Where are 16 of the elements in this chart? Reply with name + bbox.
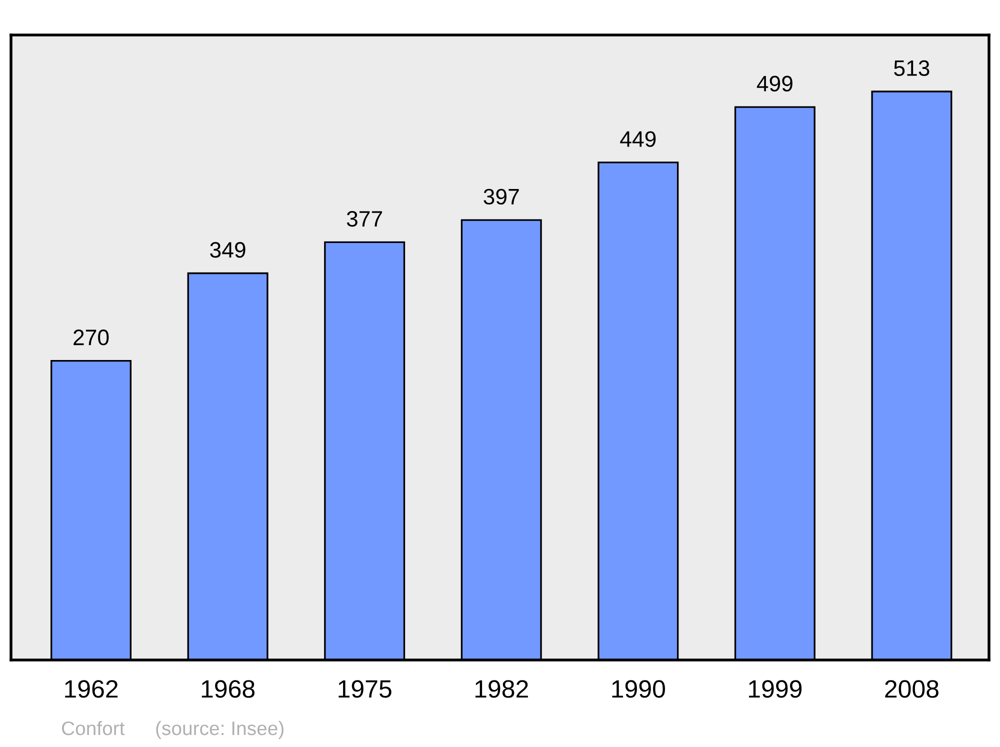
data-label: 513 — [894, 60, 930, 76]
data-label: 449 — [620, 131, 656, 147]
x-tick-label: 1968 — [202, 680, 255, 698]
x-tick-label: 1982 — [475, 680, 528, 698]
data-label: 349 — [210, 242, 246, 258]
text: Confort — [62, 720, 125, 736]
data-label: 397 — [484, 188, 519, 205]
x-tick-label: 2008 — [885, 680, 938, 698]
text: (source: Insee) — [156, 720, 284, 740]
x-tick-label: 1962 — [65, 680, 118, 698]
data-label: 499 — [756, 76, 792, 92]
x-tick-label: 1990 — [612, 680, 665, 698]
x-tick-label: 1975 — [338, 680, 392, 698]
data-label: 270 — [74, 330, 109, 346]
data-label: 377 — [346, 210, 382, 227]
x-tick-label: 1999 — [749, 680, 802, 698]
